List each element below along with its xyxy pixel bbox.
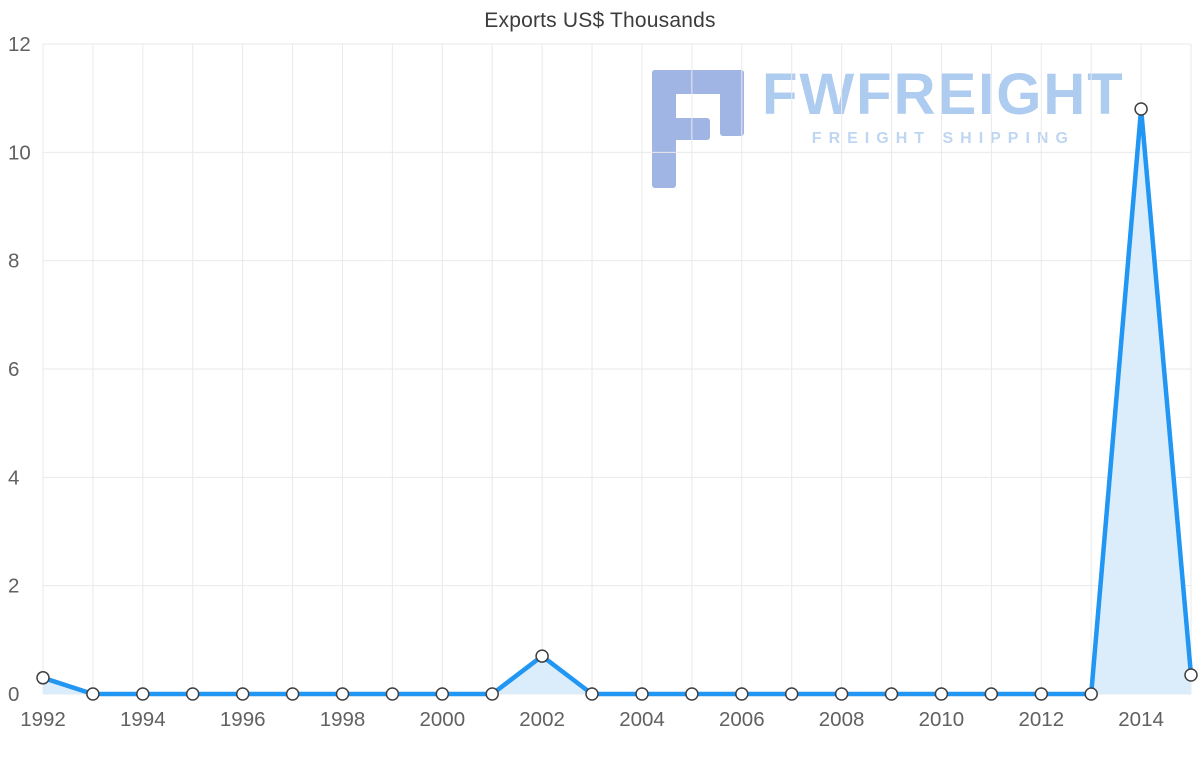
x-tick-label: 1996 bbox=[220, 708, 266, 731]
data-point-2011 bbox=[984, 687, 999, 701]
data-point-1992 bbox=[36, 671, 50, 685]
x-tick-label: 2000 bbox=[419, 708, 465, 731]
data-point-2010 bbox=[934, 687, 949, 701]
data-point-2009 bbox=[884, 687, 899, 701]
data-point-2013 bbox=[1084, 687, 1098, 701]
y-tick-label: 6 bbox=[8, 358, 19, 381]
data-point-1997 bbox=[285, 687, 300, 701]
x-tick-label: 2004 bbox=[619, 708, 665, 731]
x-tick-label: 2012 bbox=[1018, 708, 1064, 731]
x-tick-label: 2008 bbox=[819, 708, 865, 731]
y-tick-label: 4 bbox=[8, 466, 19, 489]
chart-title: Exports US$ Thousands bbox=[484, 9, 716, 32]
data-point-2002 bbox=[535, 649, 549, 663]
data-point-1996 bbox=[235, 687, 250, 701]
data-point-2000 bbox=[435, 687, 450, 701]
watermark: FWFREIGHT FREIGHT SHIPPING bbox=[652, 66, 1125, 188]
fwfreight-logo-shape bbox=[652, 70, 744, 188]
y-tick-label: 0 bbox=[8, 683, 19, 706]
y-tick-label: 2 bbox=[8, 575, 19, 598]
x-tick-label: 2002 bbox=[519, 708, 565, 731]
watermark-text: FWFREIGHT FREIGHT SHIPPING bbox=[762, 66, 1125, 148]
y-tick-label: 8 bbox=[8, 250, 19, 273]
data-point-2008 bbox=[834, 687, 849, 701]
data-point-1995 bbox=[185, 687, 200, 701]
x-tick-label: 2014 bbox=[1118, 708, 1164, 731]
watermark-brand: FWFREIGHT bbox=[762, 62, 1125, 127]
data-point-1998 bbox=[335, 687, 350, 701]
data-point-2004 bbox=[635, 687, 649, 701]
data-point-2007 bbox=[784, 687, 799, 701]
y-tick-label: 10 bbox=[8, 141, 31, 164]
data-point-1999 bbox=[385, 687, 400, 701]
x-tick-label: 1998 bbox=[320, 708, 366, 731]
x-tick-label: 2006 bbox=[719, 708, 765, 731]
x-tick-label: 1994 bbox=[120, 708, 166, 731]
x-tick-label: 2010 bbox=[919, 708, 965, 731]
series-area-fill bbox=[43, 109, 1191, 694]
data-point-2003 bbox=[585, 687, 599, 701]
data-point-2014 bbox=[1134, 102, 1148, 116]
data-point-2005 bbox=[685, 687, 699, 701]
data-point-1993 bbox=[86, 687, 100, 701]
data-point-2015 bbox=[1184, 668, 1198, 682]
series-line bbox=[40, 106, 1194, 697]
data-point-2001 bbox=[485, 687, 499, 701]
fwfreight-logo-icon bbox=[652, 70, 744, 188]
data-point-2006 bbox=[735, 687, 749, 701]
data-point-1994 bbox=[136, 687, 150, 701]
watermark-tagline: FREIGHT SHIPPING bbox=[811, 130, 1075, 147]
y-tick-label: 12 bbox=[8, 33, 31, 56]
data-point-2012 bbox=[1034, 687, 1049, 701]
x-tick-label: 1992 bbox=[20, 708, 66, 731]
